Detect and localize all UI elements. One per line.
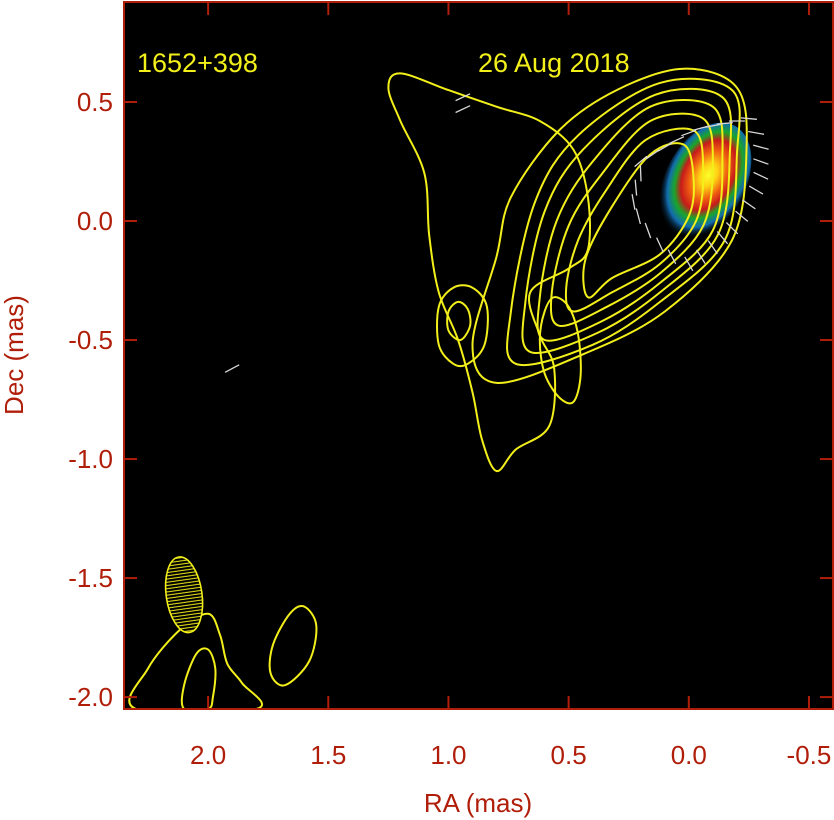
y-tick-label: 0.5 — [77, 87, 113, 117]
evpa-vector — [748, 185, 764, 195]
date-label: 26 Aug 2018 — [478, 48, 630, 78]
southwest-contour-knot — [268, 605, 318, 687]
evpa-vector — [455, 105, 471, 114]
jet-inner-contour — [538, 296, 582, 405]
knot-contour-outer — [436, 284, 489, 368]
evpa-vector — [716, 122, 733, 125]
x-tick-label: 2.0 — [190, 740, 226, 770]
evpa-vector — [669, 136, 685, 144]
core-contour-4 — [536, 99, 724, 342]
evpa-vector — [224, 364, 240, 373]
y-tick-label: -1.0 — [68, 444, 113, 474]
y-tick-label: 0.0 — [77, 206, 113, 236]
x-tick-label: -0.5 — [787, 740, 832, 770]
evpa-vector — [631, 193, 636, 210]
southwest-contour-outer — [128, 612, 264, 709]
core-contour-1 — [582, 142, 695, 299]
evpa-vector — [748, 130, 765, 135]
evpa-vector — [753, 171, 769, 180]
evpa-vector — [681, 129, 697, 137]
evpa-vector — [704, 123, 721, 128]
y-axis-label: Dec (mas) — [0, 295, 29, 415]
evpa-vector — [644, 222, 652, 239]
y-tick-label: -2.0 — [68, 682, 113, 712]
evpa-vector — [741, 199, 756, 210]
axis-ticks: 2.0 1.5 1.0 0.5 0.0 -0.5 0.5 0.0 -0.5 -1.0 -1.5 -2.… — [68, 2, 833, 770]
source-label: 1652+398 — [137, 48, 258, 78]
plot-content — [128, 67, 769, 709]
core-contour-3 — [549, 112, 714, 327]
x-tick-label: 0.0 — [671, 740, 707, 770]
knot-contour-inner — [446, 300, 472, 342]
evpa-vector — [753, 158, 769, 165]
evpa-vector — [667, 249, 677, 265]
core-contour-7 — [471, 67, 748, 384]
x-tick-label: 0.5 — [551, 740, 587, 770]
core-intensity-map — [659, 122, 752, 239]
x-axis-label: RA (mas) — [424, 788, 532, 818]
evpa-vector — [656, 237, 664, 253]
southwest-contour-inner — [180, 647, 217, 709]
x-tick-label: 1.5 — [310, 740, 346, 770]
evpa-vector — [716, 231, 729, 245]
y-tick-label: -0.5 — [68, 325, 113, 355]
evpa-vector — [645, 149, 660, 160]
evpa-vector — [740, 117, 757, 120]
evpa-vector — [707, 240, 718, 255]
evpa-vector — [684, 256, 694, 272]
core-contour-5 — [521, 87, 733, 354]
contour-layer — [128, 67, 748, 709]
evpa-vector — [635, 208, 642, 225]
evpa-vector — [657, 142, 673, 152]
evpa-vector — [634, 155, 648, 168]
evpa-vector — [455, 93, 471, 102]
outer-jet-contour — [387, 72, 591, 473]
plot-frame — [123, 1, 834, 710]
evpa-vector — [634, 179, 638, 196]
evpa-vector-layer — [224, 93, 769, 373]
x-tick-label: 1.0 — [430, 740, 466, 770]
evpa-vector — [753, 144, 769, 150]
y-tick-label: -1.5 — [68, 563, 113, 593]
beam-ellipse — [164, 556, 204, 634]
core-contour-6 — [506, 77, 741, 366]
evpa-vector — [639, 165, 642, 182]
evpa-vector — [735, 210, 749, 222]
evpa-vector — [725, 222, 739, 235]
evpa-vector — [696, 249, 706, 264]
